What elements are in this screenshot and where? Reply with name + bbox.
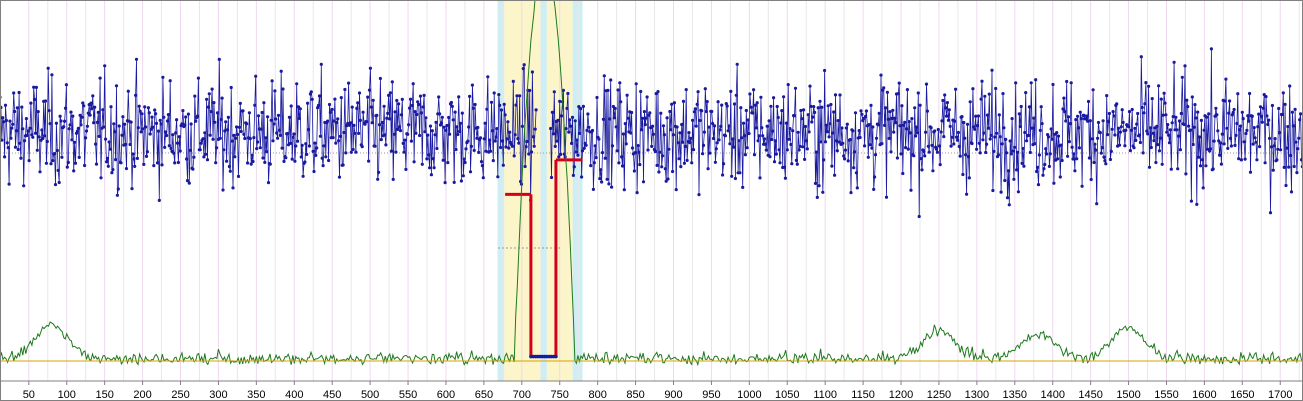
signal-line xyxy=(550,48,1303,217)
grid-lines xyxy=(28,0,1300,381)
x-tick-label-500: 500 xyxy=(361,389,379,401)
x-axis-strip xyxy=(0,381,1303,401)
x-tick-label-900: 900 xyxy=(664,389,682,401)
signal-series xyxy=(0,47,1303,219)
x-tick-label-300: 300 xyxy=(209,389,227,401)
x-tick-label-100: 100 xyxy=(58,389,76,401)
highlight-band-2 xyxy=(540,0,547,381)
x-tick-label-600: 600 xyxy=(437,389,455,401)
x-tick-label-1100: 1100 xyxy=(813,389,837,401)
x-tick-label-450: 450 xyxy=(323,389,341,401)
x-tick-label-350: 350 xyxy=(247,389,265,401)
x-tick-label-1200: 1200 xyxy=(889,389,913,401)
x-tick-label-1400: 1400 xyxy=(1040,389,1064,401)
x-tick-label-850: 850 xyxy=(626,389,644,401)
x-tick-label-1550: 1550 xyxy=(1154,389,1178,401)
x-tick-label-1300: 1300 xyxy=(965,389,989,401)
highlight-bands xyxy=(497,0,583,381)
highlight-band-1 xyxy=(504,0,541,381)
x-tick-label-950: 950 xyxy=(702,389,720,401)
x-tick-label-1250: 1250 xyxy=(927,389,951,401)
x-tick-label-650: 650 xyxy=(475,389,493,401)
x-tick-label-550: 550 xyxy=(399,389,417,401)
x-tick-label-250: 250 xyxy=(171,389,189,401)
segment-point xyxy=(554,354,558,359)
x-tick-label-1500: 1500 xyxy=(1116,389,1140,401)
x-tick-label-750: 750 xyxy=(551,389,569,401)
x-tick-label-1700: 1700 xyxy=(1268,389,1292,401)
segment-series xyxy=(505,158,583,359)
x-tick-label-1350: 1350 xyxy=(1003,389,1027,401)
x-axis-ticks: 50 100 150 200 250 300 350 400 450 500 550 600 650 70… xyxy=(23,381,1292,401)
x-tick-label-150: 150 xyxy=(95,389,113,401)
x-tick-label-400: 400 xyxy=(285,389,303,401)
x-tick-label-800: 800 xyxy=(588,389,606,401)
x-tick-label-1600: 1600 xyxy=(1192,389,1216,401)
x-tick-label-50: 50 xyxy=(23,389,35,401)
x-tick-label-700: 700 xyxy=(513,389,531,401)
highlight-band-0 xyxy=(497,0,505,381)
x-tick-label-1000: 1000 xyxy=(737,389,761,401)
x-tick-label-1150: 1150 xyxy=(851,389,875,401)
x-tick-label-1650: 1650 xyxy=(1230,389,1254,401)
x-tick-label-200: 200 xyxy=(133,389,151,401)
x-tick-label-1450: 1450 xyxy=(1078,389,1102,401)
signal-line xyxy=(0,59,537,201)
x-tick-label-1050: 1050 xyxy=(775,389,799,401)
highlight-band-4 xyxy=(572,0,583,381)
